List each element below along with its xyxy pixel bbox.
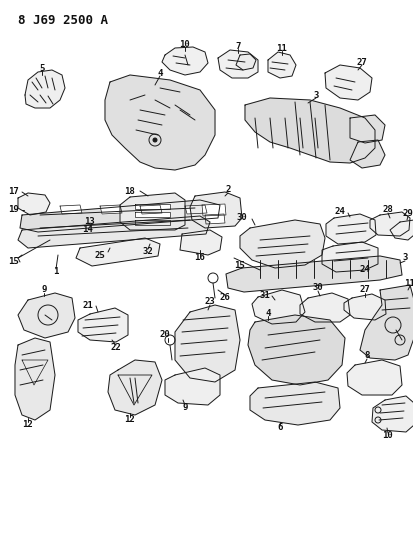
Polygon shape <box>20 200 219 232</box>
Polygon shape <box>135 220 170 225</box>
Polygon shape <box>78 308 128 342</box>
Polygon shape <box>321 242 377 272</box>
Polygon shape <box>235 54 255 70</box>
Polygon shape <box>161 47 207 75</box>
Polygon shape <box>135 204 170 209</box>
Text: 14: 14 <box>83 225 93 235</box>
Polygon shape <box>190 192 242 228</box>
Text: 18: 18 <box>124 187 135 196</box>
Polygon shape <box>369 212 409 236</box>
Text: 1: 1 <box>53 268 59 277</box>
Polygon shape <box>244 98 374 163</box>
Text: 21: 21 <box>83 301 93 310</box>
Polygon shape <box>343 294 385 320</box>
Text: 31: 31 <box>259 290 270 300</box>
Text: 12: 12 <box>124 416 135 424</box>
Text: 25: 25 <box>95 251 105 260</box>
Text: 15: 15 <box>234 262 245 271</box>
Polygon shape <box>240 220 324 268</box>
Polygon shape <box>349 115 384 143</box>
Text: 11: 11 <box>404 279 413 287</box>
Polygon shape <box>349 140 384 168</box>
Polygon shape <box>100 205 122 214</box>
Polygon shape <box>249 382 339 425</box>
Polygon shape <box>252 290 304 324</box>
Text: 30: 30 <box>236 214 247 222</box>
Polygon shape <box>371 396 413 432</box>
Polygon shape <box>389 220 413 240</box>
Text: 27: 27 <box>359 286 370 295</box>
Polygon shape <box>175 305 240 382</box>
Polygon shape <box>120 193 185 230</box>
Text: 4: 4 <box>265 309 270 318</box>
Polygon shape <box>25 70 65 108</box>
Polygon shape <box>299 293 349 322</box>
Text: 16: 16 <box>194 254 205 262</box>
Polygon shape <box>247 315 344 385</box>
Text: 32: 32 <box>142 247 153 256</box>
Polygon shape <box>135 212 170 217</box>
Text: 19: 19 <box>9 206 19 214</box>
Polygon shape <box>140 205 161 214</box>
Text: 5: 5 <box>39 63 45 72</box>
Polygon shape <box>18 193 50 215</box>
Polygon shape <box>225 256 401 292</box>
Text: 24: 24 <box>334 207 344 216</box>
Polygon shape <box>60 205 82 214</box>
Text: 10: 10 <box>382 432 392 440</box>
Circle shape <box>153 138 157 142</box>
Text: 27: 27 <box>356 58 366 67</box>
Polygon shape <box>346 360 401 395</box>
Polygon shape <box>267 52 295 78</box>
Polygon shape <box>359 285 413 360</box>
Text: 12: 12 <box>23 421 33 430</box>
Polygon shape <box>15 338 55 420</box>
Text: 9: 9 <box>182 403 187 413</box>
Text: 17: 17 <box>9 188 19 197</box>
Text: 29: 29 <box>402 208 412 217</box>
Text: 3: 3 <box>401 254 407 262</box>
Text: 10: 10 <box>179 39 190 49</box>
Polygon shape <box>76 238 159 266</box>
Polygon shape <box>105 75 214 170</box>
Text: 7: 7 <box>235 42 240 51</box>
Text: 26: 26 <box>219 294 230 303</box>
Text: 3: 3 <box>313 91 318 100</box>
Polygon shape <box>202 204 225 216</box>
Text: 8 J69 2500 A: 8 J69 2500 A <box>18 14 108 27</box>
Polygon shape <box>18 293 75 338</box>
Polygon shape <box>218 50 257 78</box>
Text: 11: 11 <box>276 44 287 52</box>
Text: 20: 20 <box>159 330 170 340</box>
Text: 9: 9 <box>41 286 47 295</box>
Polygon shape <box>324 65 371 100</box>
Text: 30: 30 <box>312 284 323 293</box>
Text: 4: 4 <box>157 69 162 77</box>
Text: 6: 6 <box>277 424 282 432</box>
Polygon shape <box>185 205 206 214</box>
Polygon shape <box>204 214 224 224</box>
Polygon shape <box>18 216 209 248</box>
Text: 24: 24 <box>359 265 370 274</box>
Polygon shape <box>108 360 161 415</box>
Polygon shape <box>165 368 219 405</box>
Text: 15: 15 <box>9 257 19 266</box>
Text: 23: 23 <box>204 297 215 306</box>
Text: 13: 13 <box>84 217 95 227</box>
Text: 28: 28 <box>382 206 392 214</box>
Text: 22: 22 <box>110 343 121 352</box>
Text: 8: 8 <box>363 351 369 360</box>
Polygon shape <box>325 214 375 244</box>
Polygon shape <box>180 230 221 255</box>
Text: 2: 2 <box>225 185 230 195</box>
